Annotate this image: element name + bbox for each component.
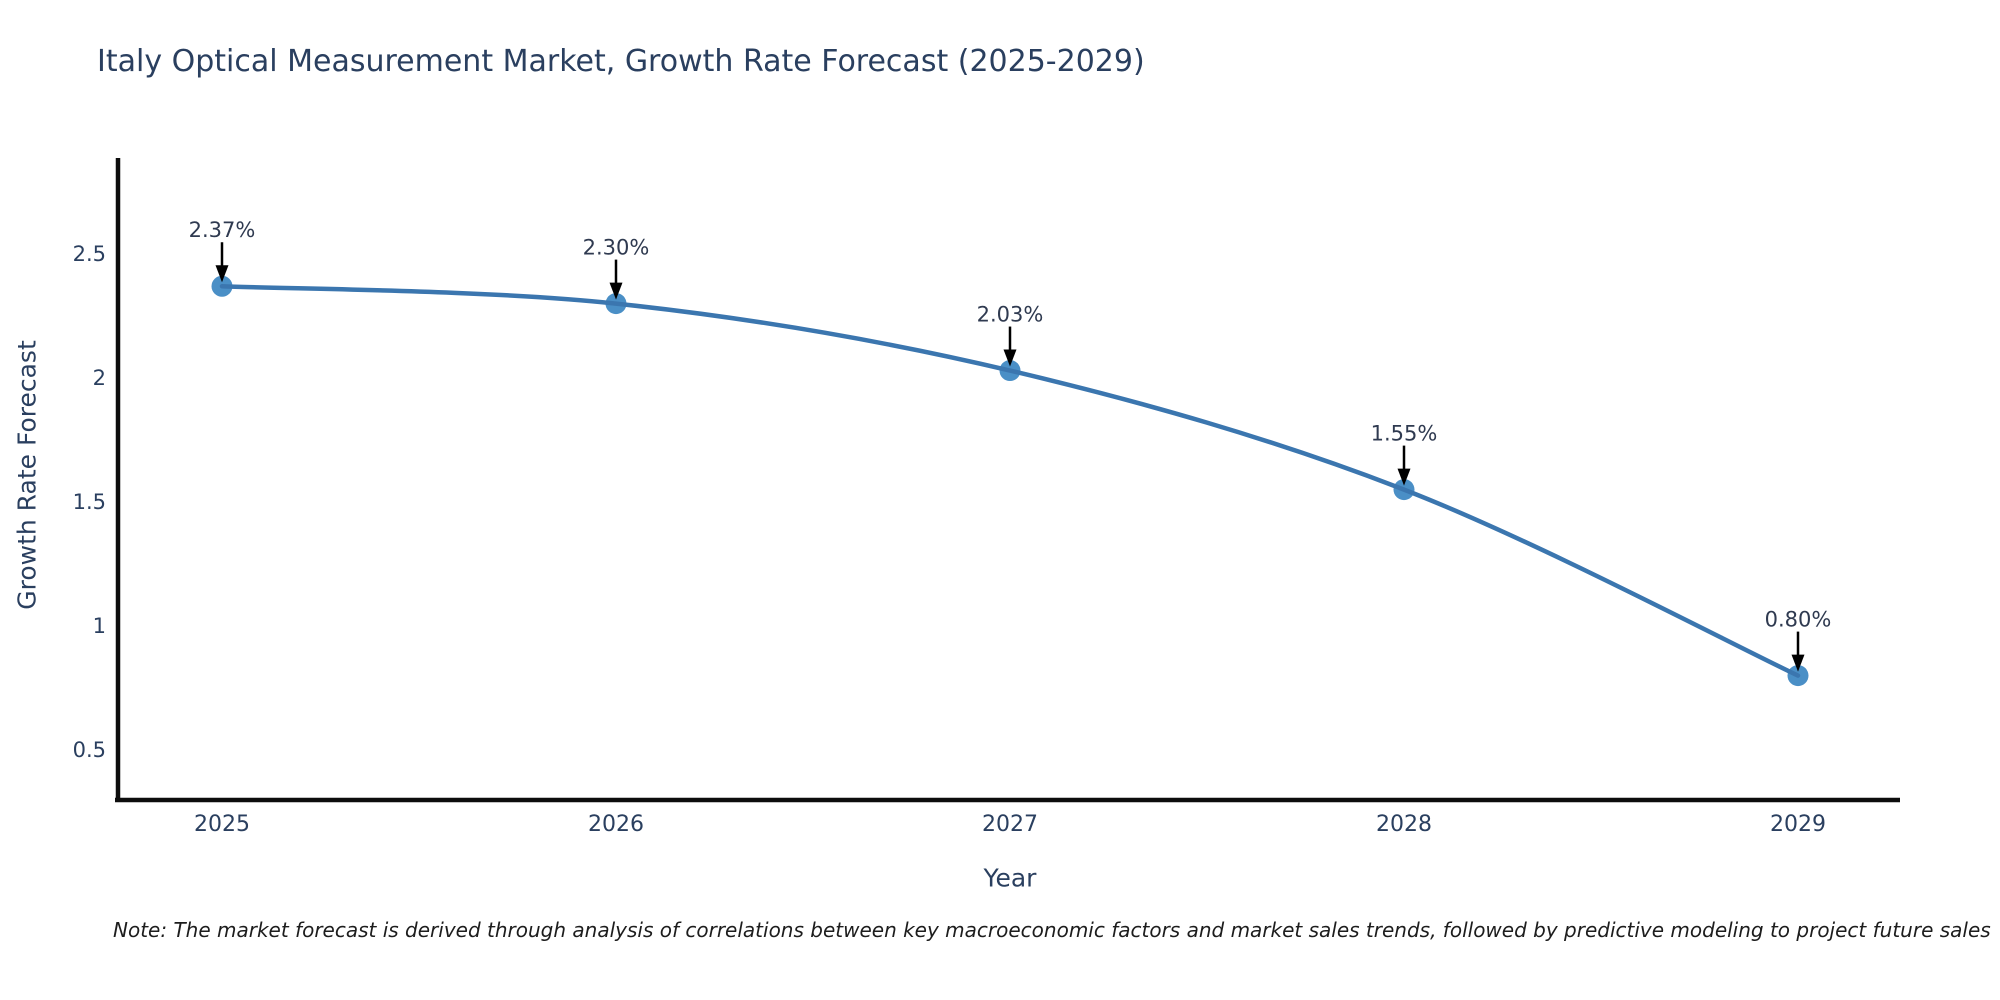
annotation-label-2027: 2.03% xyxy=(977,303,1044,327)
annotation-arrowhead-2027 xyxy=(1003,349,1017,367)
y-tick-label-1.5: 1.5 xyxy=(73,490,106,514)
growth-rate-line xyxy=(219,283,1801,678)
x-tick-label-2026: 2026 xyxy=(588,812,644,837)
x-tick-label-2027: 2027 xyxy=(982,812,1038,837)
y-tick-label-2.5: 2.5 xyxy=(73,242,106,266)
chart-title: Italy Optical Measurement Market, Growth… xyxy=(97,44,1145,79)
annotation-arrowhead-2026 xyxy=(609,282,623,300)
annotation-label-2025: 2.37% xyxy=(189,218,256,242)
x-tick-label-2028: 2028 xyxy=(1376,812,1432,837)
x-tick-label-2029: 2029 xyxy=(1770,812,1826,837)
annotation-arrowhead-2028 xyxy=(1397,468,1411,486)
annotation-label-2029: 0.80% xyxy=(1765,608,1832,632)
annotation-label-2026: 2.30% xyxy=(583,236,650,260)
y-tick-label-1: 1 xyxy=(93,614,106,638)
x-tick-label-2025: 2025 xyxy=(194,812,250,837)
footnote: Note: The market forecast is derived thr… xyxy=(113,918,1991,942)
y-tick-label-2: 2 xyxy=(93,366,106,390)
annotation-arrowhead-2025 xyxy=(215,265,229,283)
y-axis-title: Growth Rate Forecast xyxy=(12,340,42,610)
x-axis-title: Year xyxy=(983,863,1037,893)
y-tick-label-0.5: 0.5 xyxy=(73,738,106,762)
annotation-arrowhead-2029 xyxy=(1791,654,1805,672)
annotation-label-2028: 1.55% xyxy=(1371,422,1438,446)
